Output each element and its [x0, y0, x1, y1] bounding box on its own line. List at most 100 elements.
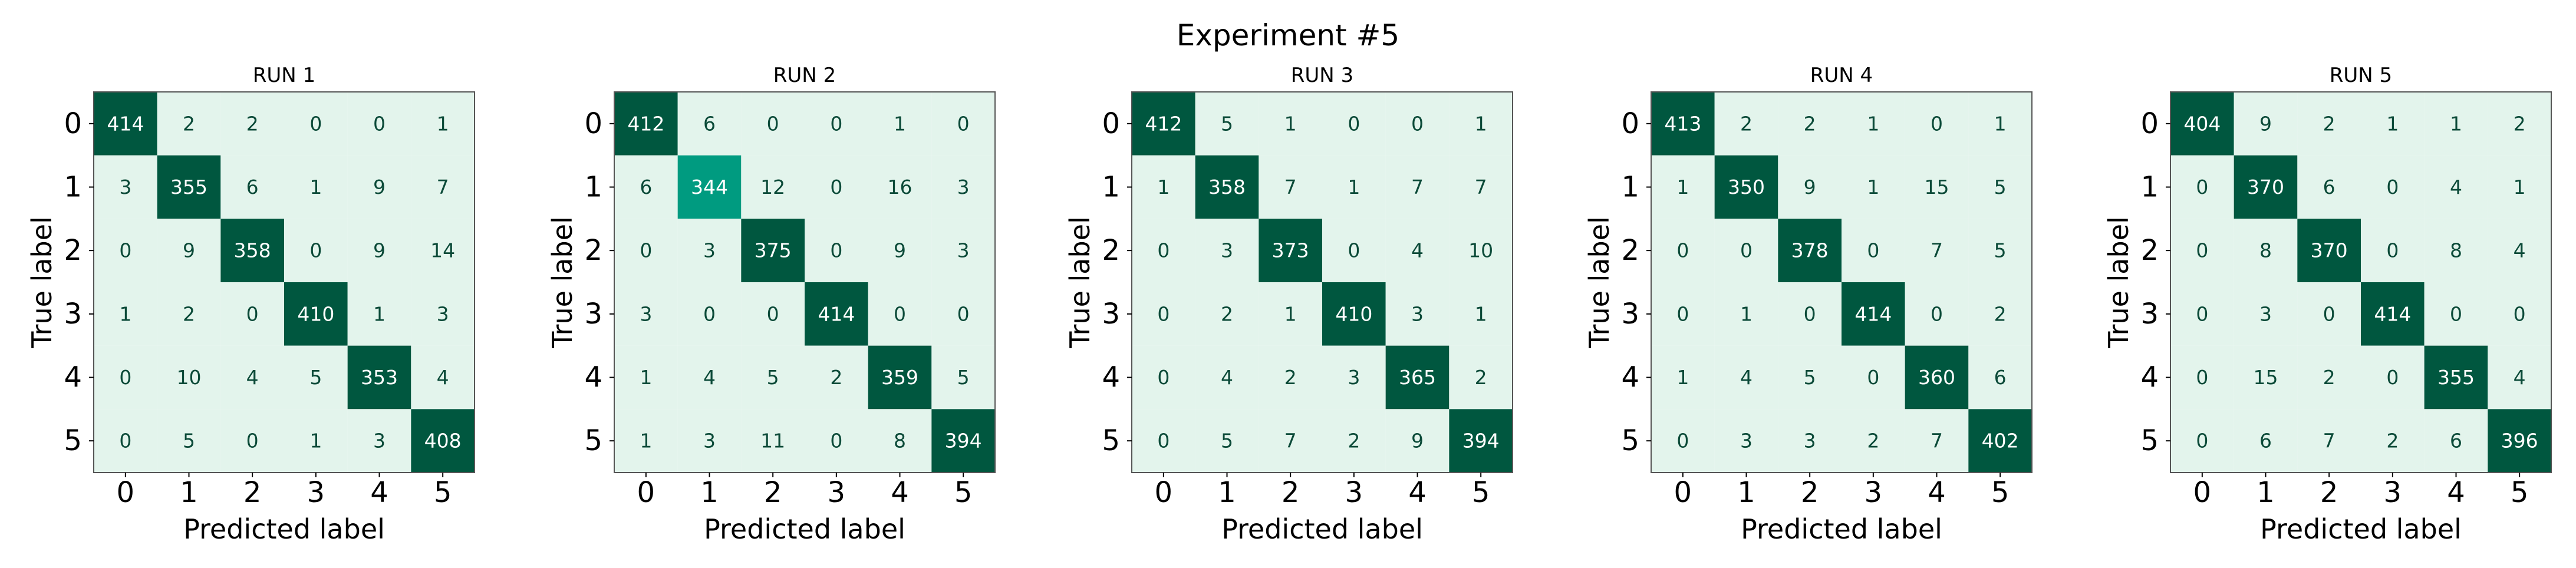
- cell-label: 3: [1348, 366, 1360, 389]
- cell-label: 9: [1804, 176, 1816, 199]
- cell-label: 15: [2254, 366, 2278, 389]
- cell: [1714, 155, 1778, 219]
- cell-label: 0: [2196, 302, 2208, 325]
- cell: [931, 409, 995, 473]
- cell-label: 4: [2514, 366, 2526, 389]
- y-tick-label: 4: [584, 361, 602, 394]
- cell: [157, 155, 221, 219]
- cell: [677, 409, 742, 473]
- cell: [220, 409, 284, 473]
- cell-label: 11: [760, 430, 785, 453]
- cell: [1385, 155, 1450, 219]
- cell-label: 0: [2323, 302, 2335, 325]
- cell: [411, 345, 475, 410]
- cell: [94, 345, 157, 410]
- cell: [2170, 92, 2234, 156]
- y-tick-label: 4: [2140, 361, 2159, 394]
- cell-label: 2: [1804, 112, 1816, 135]
- cell-label: 358: [234, 239, 271, 262]
- cell: [1259, 409, 1322, 473]
- y-tick-label: 4: [1102, 361, 1120, 394]
- panel-title: RUN 1: [253, 64, 315, 87]
- cell-label: 0: [119, 366, 131, 389]
- cell: [1842, 409, 1905, 473]
- cell: [284, 219, 348, 282]
- y-tick-label: 0: [584, 107, 602, 140]
- cell: [1714, 345, 1778, 410]
- cell: [1385, 219, 1450, 282]
- y-tick-label: 3: [64, 298, 82, 331]
- cell: [931, 92, 995, 156]
- cell: [1322, 219, 1386, 282]
- cell: [805, 155, 868, 219]
- cell: [1195, 345, 1259, 410]
- x-tick-label: 1: [180, 476, 198, 509]
- cell: [1132, 345, 1195, 410]
- cell: [1385, 409, 1450, 473]
- x-tick-label: 1: [1218, 476, 1236, 509]
- cell: [868, 345, 932, 410]
- cell-label: 9: [1411, 430, 1424, 453]
- cell: [2170, 409, 2234, 473]
- y-tick-label: 1: [2140, 171, 2159, 204]
- cell: [1778, 155, 1842, 219]
- cell: [1195, 409, 1259, 473]
- cell-label: 5: [183, 430, 195, 453]
- x-tick-label: 5: [1991, 476, 2010, 509]
- cell-label: 3: [373, 430, 386, 453]
- cell: [1905, 409, 1969, 473]
- cell-label: 6: [1994, 366, 2007, 389]
- cell-label: 4: [437, 366, 449, 389]
- cell-label: 4: [246, 366, 259, 389]
- cell: [94, 155, 157, 219]
- y-tick-label: 5: [2140, 424, 2159, 457]
- cell: [1259, 155, 1322, 219]
- cell-label: 5: [1221, 430, 1233, 453]
- cell-label: 0: [119, 239, 131, 262]
- x-tick-label: 2: [1282, 476, 1300, 509]
- cell: [1259, 92, 1322, 156]
- y-tick-label: 5: [1102, 424, 1120, 457]
- cell: [868, 155, 932, 219]
- cell-label: 412: [627, 112, 664, 135]
- cell: [411, 409, 475, 473]
- x-tick-label: 2: [2320, 476, 2338, 509]
- cell-label: 402: [1982, 430, 2019, 453]
- cell-label: 360: [1918, 366, 1955, 389]
- cell-label: 0: [2386, 366, 2399, 389]
- cell-label: 3: [1411, 302, 1424, 325]
- cell-label: 1: [1284, 302, 1297, 325]
- cell-label: 9: [373, 239, 386, 262]
- cell: [1905, 92, 1969, 156]
- cell: [1842, 155, 1905, 219]
- cell: [1651, 92, 1715, 156]
- cell: [1651, 409, 1715, 473]
- cell-label: 1: [373, 302, 386, 325]
- x-tick-label: 3: [828, 476, 846, 509]
- x-axis-label: Predicted label: [2260, 513, 2462, 545]
- x-tick-label: 4: [891, 476, 909, 509]
- cell-label: 2: [2386, 430, 2399, 453]
- cell: [2488, 409, 2551, 473]
- cell-label: 414: [818, 302, 855, 325]
- frame: [1651, 91, 2033, 473]
- cell-label: 6: [703, 112, 716, 135]
- cell-label: 3: [640, 302, 652, 325]
- x-tick-label: 5: [1472, 476, 1490, 509]
- cell: [614, 345, 678, 410]
- y-axis-label: True label: [26, 216, 58, 349]
- cell-label: 0: [767, 112, 779, 135]
- cell-label: 0: [1804, 302, 1816, 325]
- cell-label: 1: [1284, 112, 1297, 135]
- cell: [741, 92, 805, 156]
- cell: [868, 219, 932, 282]
- cell-label: 9: [373, 176, 386, 199]
- cell-label: 10: [1468, 239, 1493, 262]
- cell-label: 412: [1145, 112, 1182, 135]
- cell-label: 3: [703, 430, 716, 453]
- cell-label: 0: [703, 302, 716, 325]
- cell: [94, 92, 157, 156]
- cell-label: 2: [1740, 112, 1753, 135]
- cell: [284, 409, 348, 473]
- cell: [1778, 282, 1842, 346]
